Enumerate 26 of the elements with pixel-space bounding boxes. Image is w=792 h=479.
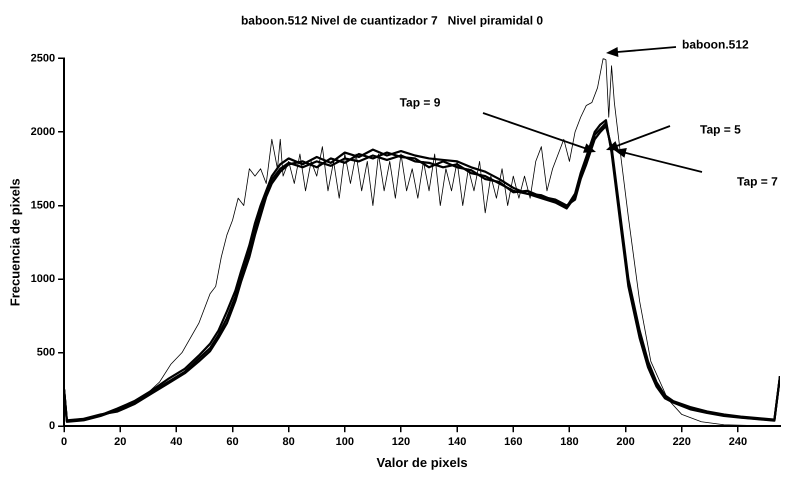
x-tick-label: 200 <box>616 436 635 448</box>
x-axis-title: Valor de pixels <box>376 454 468 470</box>
x-tick-label: 120 <box>392 436 410 448</box>
y-axis-title: Frecuencia de pixels <box>7 178 22 306</box>
x-tick-label: 160 <box>504 436 522 448</box>
y-tick-label: 1500 <box>30 200 56 212</box>
x-tick-label: 240 <box>728 436 748 448</box>
y-tick-label: 500 <box>36 346 56 359</box>
x-tick-label: 60 <box>226 436 239 448</box>
x-tick-label: 40 <box>170 436 182 448</box>
y-tick-label: 2000 <box>30 126 56 138</box>
x-tick-label: 180 <box>560 436 579 448</box>
x-tick-label: 220 <box>672 436 691 448</box>
annotation: Tap = 5 <box>700 122 742 136</box>
chart-title: baboon.512 Nivel de cuantizador 7 Nivel piramidal 0 <box>240 14 544 28</box>
text: baboon.512 <box>682 37 750 52</box>
annotation: Tap = 9 <box>400 95 441 110</box>
x-tick-label: 140 <box>448 436 466 448</box>
y-tick-label: 0 <box>48 420 56 432</box>
x-tick-label: 0 <box>61 436 68 448</box>
y-tick-label: 1000 <box>30 273 56 286</box>
x-tick-label: 80 <box>282 436 295 448</box>
x-tick-label: 100 <box>336 436 354 448</box>
x-tick-label: 20 <box>114 436 126 448</box>
annotation: Tap = 7 <box>737 174 778 188</box>
y-tick-label: 2500 <box>30 52 56 64</box>
